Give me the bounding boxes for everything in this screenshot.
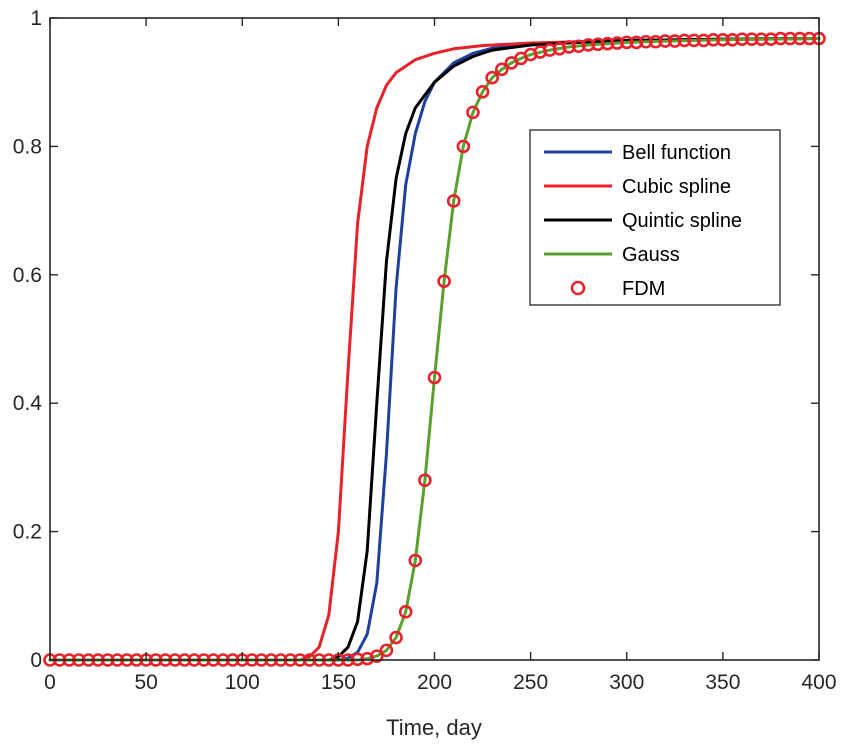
fdm-marker	[696, 33, 711, 48]
x-tick-label: 150	[321, 671, 356, 694]
fdm-marker	[475, 85, 490, 99]
fdm-marker	[408, 553, 423, 568]
x-tick-label: 0	[44, 671, 56, 694]
legend-box	[529, 129, 781, 306]
y-tick-label: 1	[30, 7, 42, 30]
fdm-marker	[802, 31, 817, 46]
fdm-marker	[648, 34, 663, 49]
fdm-marker	[706, 33, 721, 47]
fdm-marker	[437, 274, 451, 289]
x-tick-label: 300	[609, 671, 644, 694]
fdm-marker	[379, 643, 394, 658]
x-axis-title: Time, day	[386, 715, 482, 740]
x-tick-label: 400	[801, 671, 836, 694]
plot-area	[50, 18, 819, 660]
fdm-marker	[494, 62, 509, 77]
fdm-marker	[389, 630, 403, 645]
fdm-marker	[735, 32, 749, 46]
fdm-marker	[783, 31, 797, 46]
fdm-marker	[619, 35, 634, 50]
fdm-marker	[716, 33, 730, 47]
fdm-marker	[668, 34, 682, 48]
fdm-marker	[677, 33, 692, 48]
x-tick-label: 250	[513, 671, 548, 694]
fdm-marker	[658, 34, 673, 48]
fdm-marker	[725, 33, 740, 47]
fdm-marker	[792, 31, 807, 46]
fdm-marker	[581, 38, 596, 52]
fdm-marker	[446, 194, 461, 208]
fdm-marker	[485, 70, 499, 85]
legend-label: Quintic spline	[622, 210, 742, 232]
fdm-marker	[600, 36, 615, 51]
fdm-marker	[687, 33, 701, 48]
legend-label: FDM	[622, 278, 665, 300]
fdm-marker	[744, 32, 759, 46]
y-tick-label: 0.8	[13, 135, 42, 158]
y-tick-label: 0	[30, 649, 42, 672]
legend-label: Gauss	[622, 244, 680, 266]
x-tick-label: 50	[134, 671, 157, 694]
x-tick-label: 350	[705, 671, 740, 694]
cubic-spline-line	[48, 37, 821, 662]
fdm-marker	[639, 34, 653, 49]
fdm-marker	[466, 105, 480, 120]
legend-swatch-fdm-marker	[570, 280, 586, 296]
fdm-marker	[754, 32, 769, 46]
x-tick-label: 200	[417, 671, 452, 694]
x-tick-label: 100	[225, 671, 260, 694]
y-tick-label: 0.2	[13, 521, 42, 544]
fdm-marker	[629, 35, 644, 50]
fdm-marker	[370, 649, 384, 663]
fdm-marker	[610, 36, 624, 50]
legend-label: Bell function	[622, 142, 731, 164]
fdm-marker	[764, 32, 778, 46]
fdm-marker	[591, 37, 605, 52]
legend-label: Cubic spline	[622, 176, 731, 198]
fdm-marker	[427, 370, 442, 385]
fdm-marker	[398, 605, 413, 619]
fdm-marker	[562, 40, 576, 54]
y-tick-label: 0.4	[13, 392, 43, 415]
fdm-marker	[773, 31, 788, 46]
fdm-marker	[456, 139, 471, 154]
fdm-marker	[418, 473, 432, 488]
y-tick-label: 0.6	[13, 264, 42, 287]
